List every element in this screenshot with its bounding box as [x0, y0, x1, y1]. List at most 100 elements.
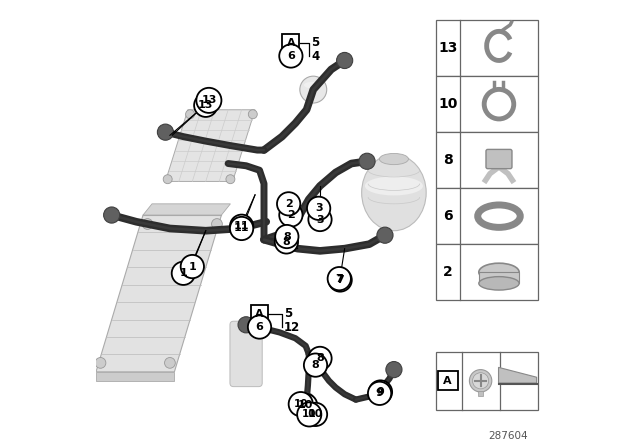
Circle shape: [277, 192, 300, 215]
Circle shape: [359, 153, 375, 169]
Circle shape: [212, 219, 222, 229]
Circle shape: [328, 267, 351, 290]
Text: 6: 6: [255, 322, 264, 332]
Text: 2: 2: [285, 199, 292, 209]
FancyBboxPatch shape: [486, 150, 512, 169]
Ellipse shape: [380, 153, 408, 165]
Ellipse shape: [304, 82, 323, 89]
Circle shape: [294, 394, 317, 417]
FancyBboxPatch shape: [436, 76, 538, 132]
Text: 4: 4: [311, 49, 319, 63]
Text: 8: 8: [283, 232, 291, 241]
Text: 9: 9: [376, 387, 385, 397]
Circle shape: [248, 315, 271, 339]
Circle shape: [186, 110, 195, 119]
Text: 6: 6: [443, 209, 452, 223]
Circle shape: [248, 110, 257, 119]
FancyBboxPatch shape: [436, 132, 538, 188]
Text: 287604: 287604: [489, 431, 529, 441]
Ellipse shape: [362, 155, 426, 231]
Text: 8: 8: [316, 353, 324, 363]
Polygon shape: [96, 215, 221, 372]
FancyBboxPatch shape: [479, 272, 519, 284]
Circle shape: [196, 88, 221, 113]
Text: 10: 10: [294, 399, 308, 409]
Circle shape: [369, 380, 392, 404]
Polygon shape: [165, 110, 255, 181]
Text: 13: 13: [438, 41, 458, 55]
Text: 5: 5: [284, 307, 292, 320]
Circle shape: [226, 175, 235, 184]
Text: A: A: [255, 309, 264, 319]
Circle shape: [163, 175, 172, 184]
Text: 10: 10: [438, 97, 458, 111]
Text: 11: 11: [234, 221, 250, 231]
Circle shape: [230, 215, 253, 238]
Circle shape: [275, 230, 298, 254]
Text: 1: 1: [188, 262, 196, 271]
Circle shape: [142, 219, 153, 229]
Text: 2: 2: [443, 265, 452, 279]
Text: A: A: [287, 38, 295, 47]
Text: 10: 10: [308, 409, 323, 419]
FancyBboxPatch shape: [478, 391, 483, 396]
Text: 6: 6: [287, 51, 295, 61]
Ellipse shape: [239, 321, 253, 329]
Text: 12: 12: [284, 320, 300, 334]
Ellipse shape: [365, 177, 423, 195]
Circle shape: [469, 370, 492, 392]
Text: 7: 7: [336, 275, 344, 285]
Text: 1: 1: [179, 268, 188, 278]
Text: 13: 13: [198, 100, 214, 110]
Text: 7: 7: [335, 274, 343, 284]
Text: 10: 10: [302, 409, 317, 419]
FancyBboxPatch shape: [438, 371, 458, 390]
Circle shape: [157, 124, 173, 140]
Circle shape: [104, 207, 120, 223]
Circle shape: [180, 255, 204, 278]
Circle shape: [308, 208, 332, 231]
Circle shape: [172, 262, 195, 285]
FancyBboxPatch shape: [436, 20, 538, 76]
Circle shape: [328, 268, 352, 292]
Text: 8: 8: [282, 237, 291, 247]
Text: A: A: [444, 376, 452, 386]
Ellipse shape: [479, 276, 519, 290]
Polygon shape: [143, 204, 230, 215]
Text: 8: 8: [443, 153, 452, 167]
Text: 10: 10: [298, 401, 314, 410]
Circle shape: [308, 347, 332, 370]
Circle shape: [377, 227, 393, 243]
Polygon shape: [499, 367, 536, 383]
Circle shape: [275, 225, 298, 248]
Circle shape: [279, 203, 303, 227]
Circle shape: [194, 94, 218, 117]
Circle shape: [230, 217, 253, 240]
Circle shape: [304, 353, 327, 377]
Circle shape: [300, 76, 327, 103]
Text: 9: 9: [376, 388, 383, 398]
Circle shape: [297, 402, 321, 426]
Text: 3: 3: [316, 215, 324, 224]
Text: 2: 2: [287, 210, 295, 220]
Text: 8: 8: [312, 360, 319, 370]
Circle shape: [368, 382, 391, 405]
Circle shape: [298, 393, 315, 409]
FancyBboxPatch shape: [436, 188, 538, 244]
Circle shape: [95, 358, 106, 368]
Circle shape: [472, 373, 489, 389]
Circle shape: [304, 403, 327, 426]
FancyBboxPatch shape: [282, 34, 300, 51]
Circle shape: [337, 52, 353, 69]
Circle shape: [386, 362, 402, 378]
Circle shape: [238, 317, 254, 333]
Text: 3: 3: [315, 203, 323, 213]
FancyBboxPatch shape: [251, 305, 268, 322]
Circle shape: [164, 358, 175, 368]
Circle shape: [289, 392, 313, 416]
FancyBboxPatch shape: [436, 352, 538, 410]
Circle shape: [279, 44, 303, 68]
Text: 11: 11: [234, 224, 250, 233]
Text: 5: 5: [311, 36, 319, 49]
Ellipse shape: [479, 263, 519, 281]
